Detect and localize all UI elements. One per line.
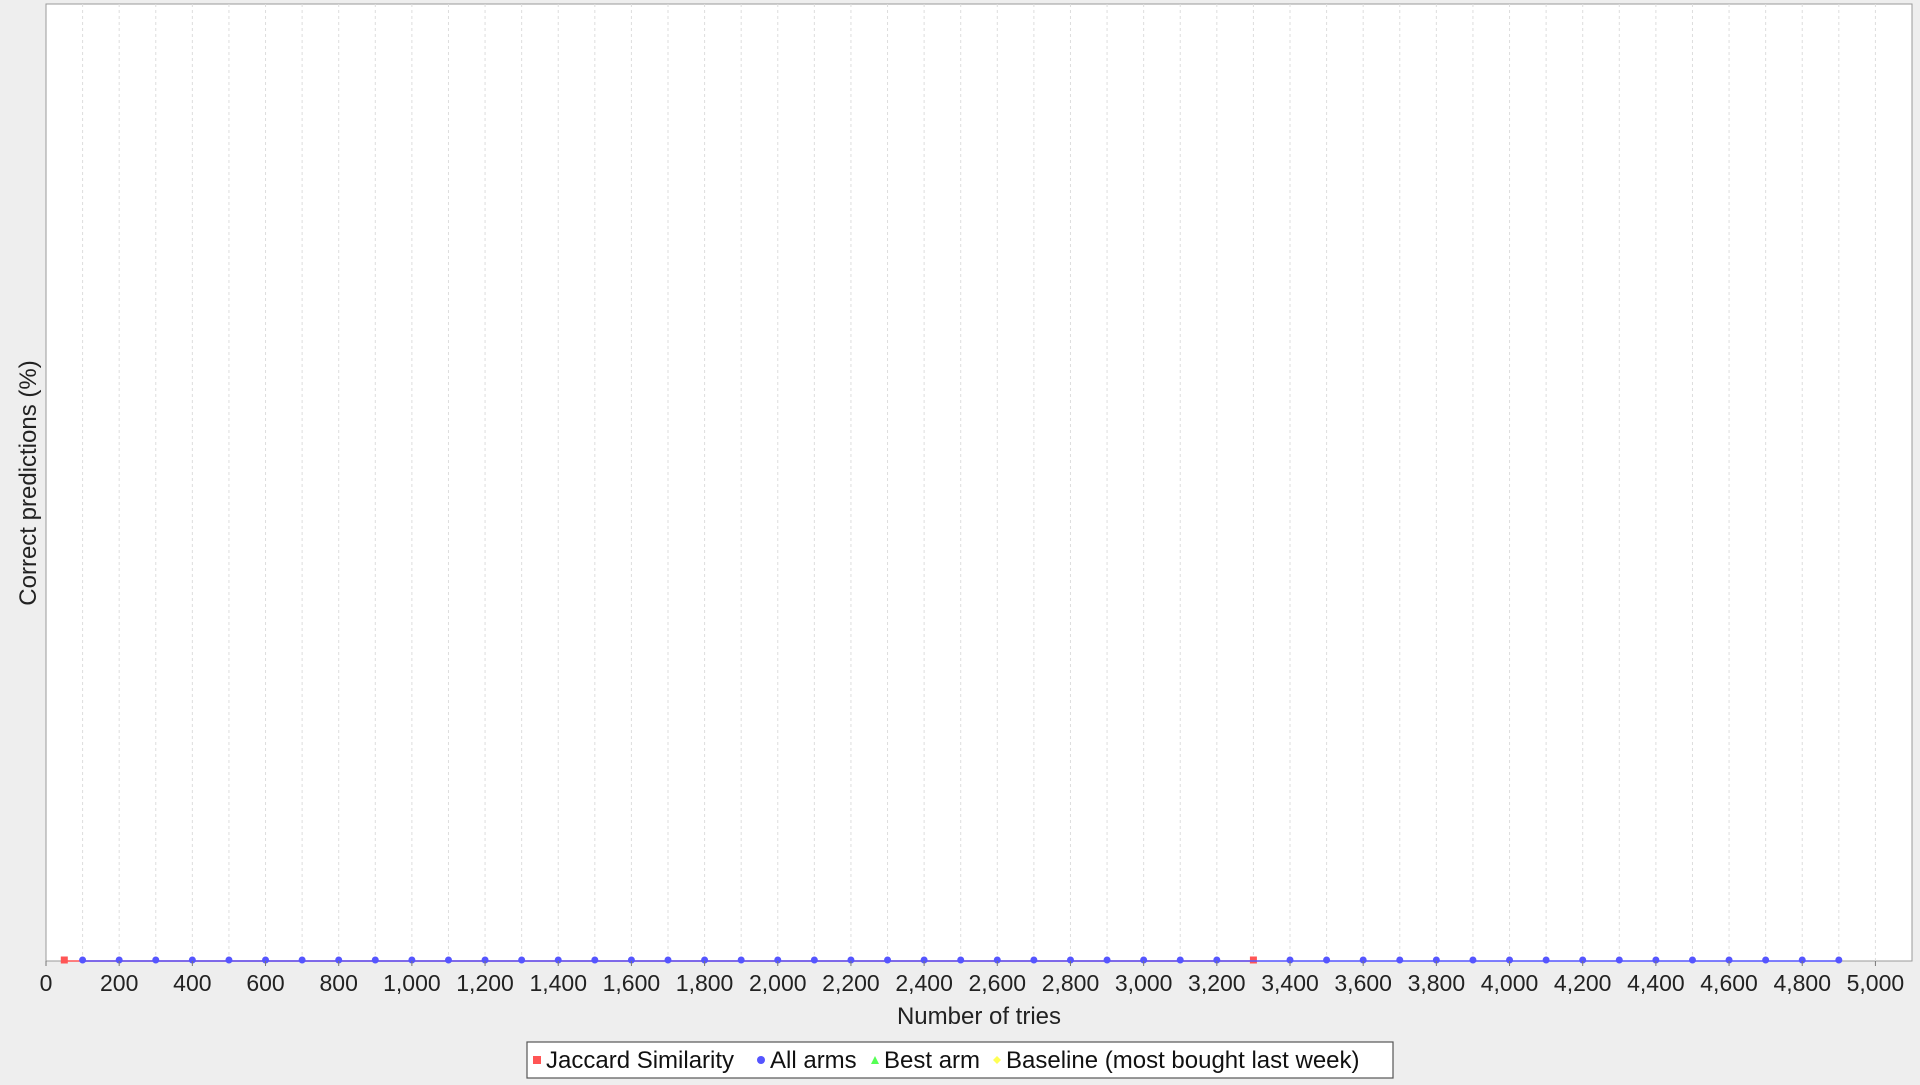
data-point: [60, 956, 68, 964]
data-point: [1396, 956, 1404, 964]
x-tick-label: 4,400: [1627, 970, 1685, 996]
x-tick-label: 800: [320, 970, 358, 996]
x-tick-label: 1,000: [383, 970, 441, 996]
data-point: [444, 956, 452, 964]
data-point: [1286, 956, 1294, 964]
x-tick-label: 4,800: [1773, 970, 1831, 996]
y-axis-label: Correct predictions (%): [15, 360, 42, 605]
x-tick-label: 4,000: [1481, 970, 1539, 996]
data-point: [1579, 956, 1587, 964]
data-point: [115, 956, 123, 964]
legend-marker: [533, 1056, 541, 1064]
data-point: [993, 956, 1001, 964]
data-point: [1249, 956, 1257, 964]
data-point: [1652, 956, 1660, 964]
data-point: [225, 956, 233, 964]
x-axis-ticks: 0 200 400 600 800 1,000 1,200 1,400 1,600 1,800 2,…: [40, 961, 1905, 996]
legend-marker: [871, 1056, 879, 1064]
data-point: [1323, 956, 1331, 964]
x-tick-label: 1,800: [676, 970, 734, 996]
x-tick-label: 1,600: [603, 970, 661, 996]
x-tick-label: 2,600: [969, 970, 1027, 996]
legend: Jaccard Similarity All arms Best arm Baseli…: [526, 1041, 1394, 1079]
data-point: [1103, 956, 1111, 964]
data-point: [1030, 956, 1038, 964]
data-point: [79, 956, 87, 964]
x-tick-label: 3,000: [1115, 970, 1173, 996]
x-tick-label: 4,600: [1700, 970, 1758, 996]
legend-marker: [993, 1056, 1001, 1064]
data-point: [335, 956, 343, 964]
data-point: [1469, 956, 1477, 964]
x-tick-label: 4,200: [1554, 970, 1612, 996]
data-point: [627, 956, 635, 964]
data-point: [701, 956, 709, 964]
legend-label: Best arm: [884, 1047, 980, 1074]
x-tick-label: 600: [246, 970, 284, 996]
data-point: [1542, 956, 1550, 964]
data-point: [737, 956, 745, 964]
x-tick-label: 5,000: [1847, 970, 1905, 996]
x-tick-label: 2,800: [1042, 970, 1100, 996]
x-tick-label: 1,200: [456, 970, 514, 996]
data-point: [188, 956, 196, 964]
data-point: [1835, 956, 1843, 964]
legend-label: Baseline (most bought last week): [1006, 1047, 1360, 1074]
data-point: [1688, 956, 1696, 964]
x-axis-label: Number of tries: [897, 1003, 1061, 1030]
data-point: [920, 956, 928, 964]
series-2: [79, 956, 1843, 964]
x-tick-label: 200: [100, 970, 138, 996]
x-tick-label: 3,400: [1261, 970, 1319, 996]
x-tick-label: 400: [173, 970, 211, 996]
data-point: [1066, 956, 1074, 964]
data-point: [371, 956, 379, 964]
x-tick-label: 2,400: [895, 970, 953, 996]
data-point: [1359, 956, 1367, 964]
data-point: [1432, 956, 1440, 964]
data-point: [664, 956, 672, 964]
data-point: [408, 956, 416, 964]
legend-marker: [757, 1056, 765, 1064]
x-tick-label: 3,200: [1188, 970, 1246, 996]
data-point: [1140, 956, 1148, 964]
data-point: [554, 956, 562, 964]
legend-label: Jaccard Similarity: [546, 1047, 734, 1074]
data-point: [298, 956, 306, 964]
x-tick-label: 2,200: [822, 970, 880, 996]
data-point: [481, 956, 489, 964]
data-point: [810, 956, 818, 964]
data-point: [884, 956, 892, 964]
data-point: [1506, 956, 1514, 964]
data-point: [1615, 956, 1623, 964]
data-point: [1213, 956, 1221, 964]
data-point: [1725, 956, 1733, 964]
data-point: [1176, 956, 1184, 964]
data-point: [957, 956, 965, 964]
legend-items: Jaccard Similarity All arms Best arm Baseli…: [533, 1047, 1360, 1074]
legend-label: All arms: [770, 1047, 857, 1074]
series-layer: [60, 956, 1843, 964]
data-point: [847, 956, 855, 964]
data-point: [591, 956, 599, 964]
data-point: [152, 956, 160, 964]
x-tick-label: 0: [40, 970, 53, 996]
x-tick-label: 3,600: [1334, 970, 1392, 996]
data-point: [262, 956, 270, 964]
x-tick-label: 2,000: [749, 970, 807, 996]
data-point: [518, 956, 526, 964]
x-tick-label: 3,800: [1408, 970, 1466, 996]
data-point: [1762, 956, 1770, 964]
data-point: [774, 956, 782, 964]
data-point: [1798, 956, 1806, 964]
legend-frame: [526, 1041, 1394, 1079]
plot-area: [45, 3, 1913, 962]
x-tick-label: 1,400: [529, 970, 587, 996]
